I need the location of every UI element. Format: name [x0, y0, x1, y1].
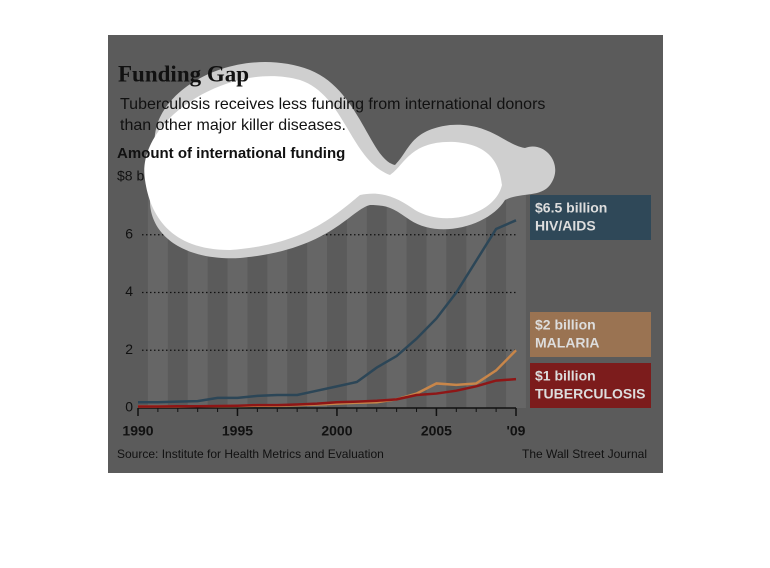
x-tick-label: 2005 [421, 423, 452, 439]
credit: The Wall Street Journal [522, 447, 647, 461]
overlay-blob [144, 62, 556, 259]
end-label: $6.5 billion [535, 200, 607, 216]
line [138, 219, 517, 404]
end-label: $2 billion [535, 317, 596, 333]
stripe [346, 169, 367, 408]
x-tick-label: '09 [507, 423, 526, 439]
y-tick-label: 6 [125, 225, 133, 241]
subtitle: Tuberculosis receives less funding from … [120, 96, 545, 113]
stripe [386, 169, 407, 408]
x-tick-label: 1990 [122, 423, 153, 439]
legend-name: MALARIA [535, 335, 600, 351]
line [138, 377, 517, 408]
y-tick-label: 0 [125, 399, 133, 415]
source: Source: Institute for Health Metrics and… [117, 447, 384, 461]
y-axis-label: Amount of international funding [117, 145, 345, 162]
stripe [466, 169, 487, 408]
x-tick-label: 2000 [321, 423, 352, 439]
blob [144, 76, 503, 250]
legend-name: HIV/AIDS [535, 218, 596, 234]
title: Funding Gap [118, 61, 249, 86]
x-tick-label: 1995 [222, 423, 253, 439]
end-label: $1 billion [535, 368, 596, 384]
y-tick-label: 2 [125, 341, 133, 357]
legend-box [530, 195, 651, 240]
y-tick-label: 4 [125, 283, 133, 299]
legend-box [530, 363, 651, 408]
stripe [506, 169, 526, 408]
legend-name: TUBERCULOSIS [535, 386, 645, 402]
legend-box [530, 312, 651, 357]
subtitle: than other major killer diseases. [120, 117, 346, 134]
